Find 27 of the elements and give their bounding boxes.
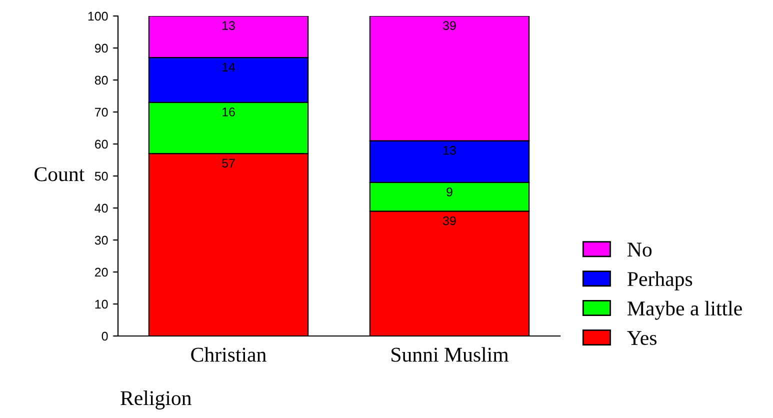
legend-label: Maybe a little	[628, 300, 742, 320]
y-tick-label: 70	[95, 108, 108, 117]
y-tick-label: 0	[102, 332, 108, 341]
legend-label: Yes	[627, 331, 656, 346]
y-axis-title: Count	[34, 167, 85, 182]
y-tick-label: 100	[88, 12, 108, 21]
x-axis-title: Religion	[120, 390, 192, 410]
data-label: 16	[222, 108, 235, 116]
x-tick-label: Christian	[191, 347, 266, 362]
data-label: 39	[443, 216, 456, 226]
data-label: 13	[444, 146, 456, 155]
data-label: 14	[222, 62, 236, 72]
data-label: 9	[446, 188, 452, 196]
y-tick-label: 30	[94, 236, 108, 245]
legend-label: Perhaps	[628, 271, 692, 290]
y-tick-label: 90	[94, 44, 108, 53]
data-label: 39	[443, 21, 456, 30]
y-tick-label: 80	[94, 76, 108, 85]
y-tick-label: 10	[95, 300, 108, 309]
data-label: 57	[222, 158, 235, 168]
y-tick-label: 60	[95, 140, 108, 149]
y-tick-label: 20	[95, 268, 108, 277]
legend-label: No	[628, 242, 652, 257]
y-tick-label: 40	[94, 204, 108, 213]
x-tick-label: Sunni Muslim	[392, 347, 509, 362]
data-label: 13	[222, 21, 235, 30]
y-tick-label: 50	[94, 172, 108, 181]
